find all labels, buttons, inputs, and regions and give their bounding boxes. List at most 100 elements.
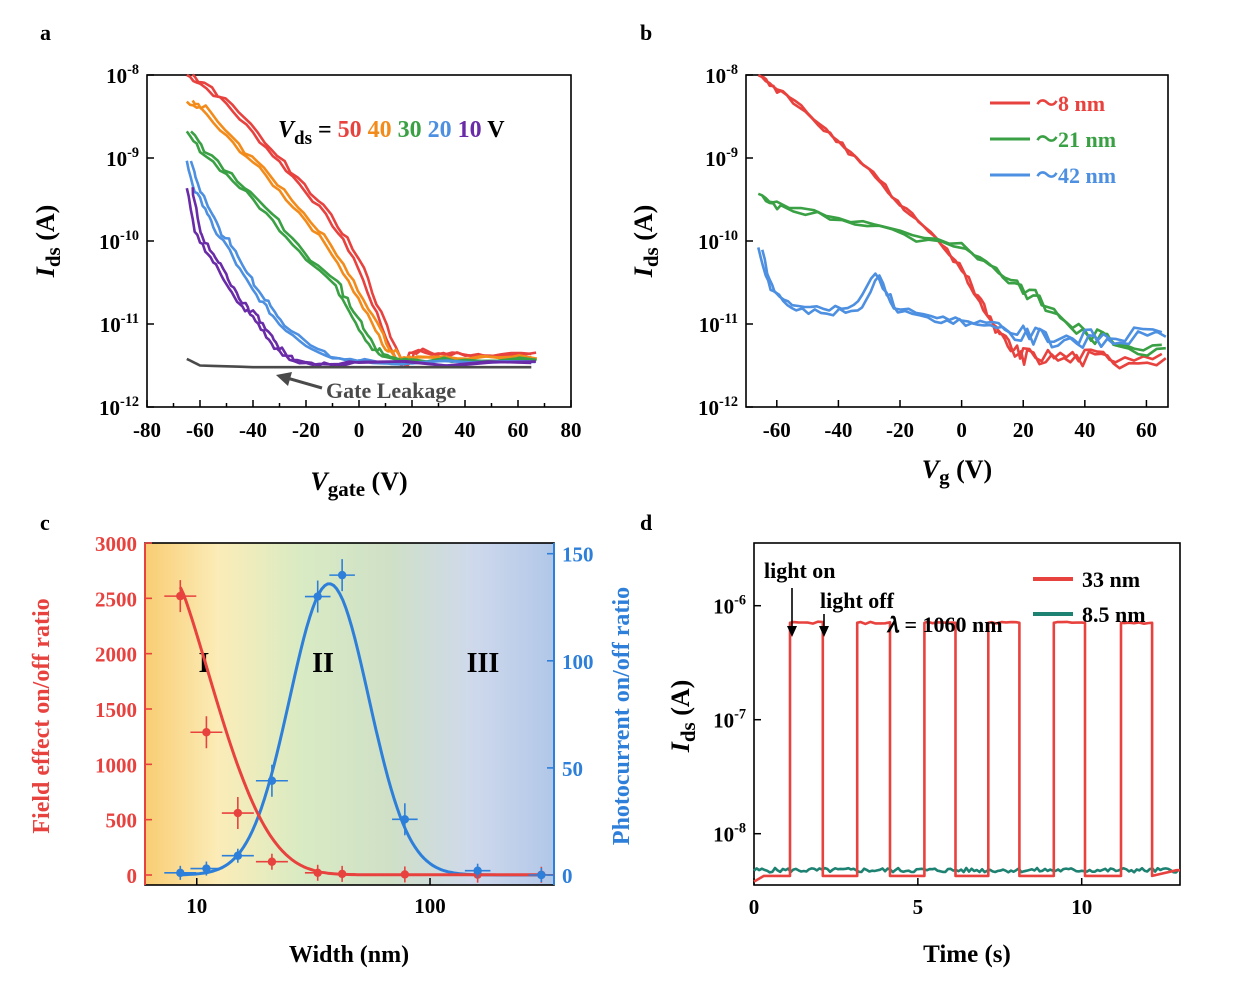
y-tick-label: 10-12 [698, 394, 738, 420]
y-tick-label: 10-6 [713, 593, 746, 619]
panel-label-a: a [40, 20, 51, 45]
y-right-tick-label: 150 [562, 543, 594, 567]
legend-label: ～42 nm [1036, 163, 1116, 188]
series-line-4-reverse [191, 187, 536, 368]
series-line-2-reverse [190, 130, 537, 364]
y-right-tick-label: 100 [562, 650, 594, 674]
region-label: III [467, 648, 500, 679]
y-axis-title: Ids (A) [629, 205, 663, 279]
y-tick-label: 10-12 [99, 394, 139, 420]
y-tick-label: 10-7 [713, 707, 746, 733]
x-tick-label: 10 [186, 894, 207, 918]
data-point [537, 870, 546, 880]
series-line-0 [186, 73, 532, 368]
x-tick-label: 0 [354, 418, 365, 442]
y-right-tick-label: 50 [562, 757, 583, 781]
y-tick-label: 10-10 [99, 228, 139, 254]
x-tick-label: 5 [913, 895, 924, 919]
x-axis-title: Time (s) [923, 941, 1011, 968]
series-line-33nm [753, 620, 1180, 883]
y-left-axis-title: Field effect on/off ratio [29, 598, 55, 833]
panel-c-chart: 0 500 1000 1500 2000 2500 3000 0 50 100 150 10 100 I I… [29, 532, 635, 968]
legend-label: 33 nm [1082, 567, 1140, 592]
x-tick-label: -60 [186, 418, 214, 442]
y-left-tick-label: 1000 [95, 753, 137, 777]
y-tick-label: 10-10 [698, 228, 738, 254]
arrowhead-light-on [787, 626, 797, 637]
series-line-0-reverse [761, 75, 1167, 370]
x-tick-label: -80 [133, 418, 161, 442]
data-point [267, 857, 277, 866]
series-line-0 [757, 74, 1163, 364]
data-point [337, 869, 347, 879]
x-tick-label: -40 [239, 418, 267, 442]
x-tick-label: 0 [749, 895, 760, 919]
y-tick-label: 10-8 [713, 821, 746, 847]
annotation-arrow [286, 376, 323, 390]
data-point [233, 808, 243, 818]
series-line-1 [185, 100, 532, 361]
data-point [202, 864, 211, 873]
series-line-5 [186, 357, 532, 369]
y-axis-title: Ids (A) [666, 680, 700, 754]
series-line-8-5nm [753, 866, 1180, 874]
panel-label-b: b [640, 20, 652, 45]
x-tick-label: 20 [402, 418, 423, 442]
series-line-2 [185, 130, 532, 364]
data-point [313, 868, 322, 877]
panel-b-chart: -60 -40 -20 0 20 40 60 10-12 10-11 10-10 10-9 10-8 ～… [629, 62, 1169, 489]
annotation-arrowhead [276, 372, 292, 386]
data-point [400, 815, 410, 824]
region-background [145, 543, 554, 885]
x-tick-label: 10 [1071, 895, 1092, 919]
data-point [473, 866, 482, 875]
series-line-4 [185, 187, 532, 368]
data-point [176, 591, 185, 601]
y-left-tick-label: 2500 [95, 587, 137, 611]
x-tick-label: -20 [886, 418, 914, 442]
y-tick-label: 10-9 [705, 145, 738, 171]
series-line-3-reverse [189, 160, 536, 366]
legend-label: 8.5 nm [1082, 602, 1146, 627]
x-tick-label: 80 [561, 418, 582, 442]
annotation-label: Gate Leakage [326, 378, 456, 403]
data-point [313, 592, 322, 601]
x-tick-label: -20 [292, 418, 320, 442]
y-left-tick-label: 500 [106, 809, 138, 833]
arrowhead-light-off [819, 626, 829, 637]
x-tick-label: -60 [763, 418, 791, 442]
series-line-2 [757, 247, 1163, 346]
series-line-1-reverse [191, 99, 538, 361]
region-label: II [312, 648, 334, 679]
data-point [337, 570, 347, 580]
x-tick-label: 0 [956, 418, 967, 442]
annotation-light-off: light off [820, 588, 895, 613]
x-tick-label: -40 [824, 418, 852, 442]
annotation-wavelength: 𝜆 = 1060 nm [886, 612, 1003, 637]
y-left-tick-label: 2000 [95, 643, 137, 667]
y-tick-label: 10-11 [100, 311, 139, 337]
x-axis-title: Vgate (V) [310, 467, 407, 501]
series-line-3 [185, 160, 532, 365]
series-line-1 [757, 192, 1162, 352]
y-tick-label: 10-8 [106, 62, 139, 88]
x-tick-label: 60 [1136, 418, 1157, 442]
series-legend: Vds = 50 40 30 20 10 V [278, 117, 505, 149]
legend-label: ～21 nm [1036, 127, 1116, 152]
y-left-tick-label: 0 [127, 864, 138, 888]
y-tick-label: 10-9 [106, 145, 139, 171]
series-line-0-reverse [191, 73, 537, 369]
y-right-tick-label: 0 [562, 864, 573, 888]
data-point [233, 851, 243, 860]
plot-frame [745, 74, 1169, 408]
data-point [202, 728, 211, 737]
plot-frame [753, 542, 1181, 886]
y-left-tick-label: 3000 [95, 532, 137, 556]
y-tick-label: 10-8 [705, 62, 738, 88]
data-point [267, 776, 277, 785]
data-point [176, 868, 185, 878]
y-left-tick-label: 1500 [95, 698, 137, 722]
series-line-2-reverse [761, 249, 1167, 350]
